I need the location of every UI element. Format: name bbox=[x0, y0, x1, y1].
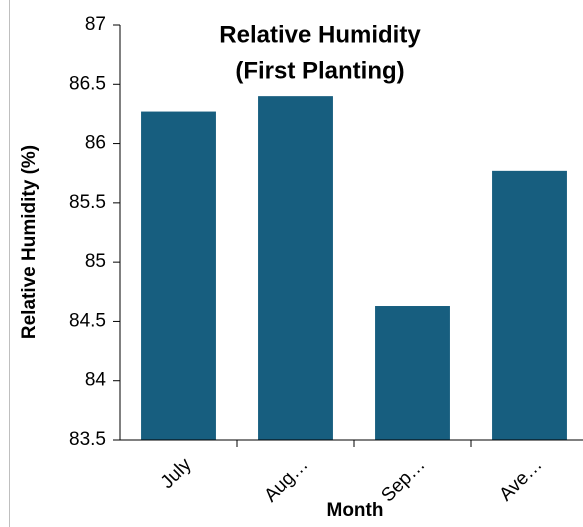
x-tick-label: July bbox=[157, 454, 196, 493]
y-tick-label: 86 bbox=[85, 133, 106, 154]
y-axis-label: Relative Humidity (%) bbox=[19, 145, 40, 339]
x-axis-label: Month bbox=[327, 500, 384, 521]
bar bbox=[141, 111, 216, 441]
x-tick-label: Ave… bbox=[495, 454, 546, 505]
x-tick-label: Aug… bbox=[260, 454, 312, 506]
chart-border bbox=[9, 0, 10, 527]
y-tick-label: 85.5 bbox=[69, 192, 106, 213]
y-tick-label: 83.5 bbox=[69, 429, 106, 450]
chart-title: (First Planting) bbox=[235, 57, 404, 84]
y-tick-label: 86.5 bbox=[69, 73, 106, 94]
bar bbox=[492, 170, 567, 441]
x-tick-label: Sep… bbox=[377, 454, 429, 506]
y-tick-label: 84 bbox=[85, 370, 107, 391]
bar bbox=[375, 306, 450, 440]
bar bbox=[258, 96, 333, 441]
y-tick-label: 85 bbox=[85, 251, 106, 272]
y-tick-label: 87 bbox=[85, 14, 106, 35]
chart-title: Relative Humidity bbox=[219, 21, 421, 48]
y-tick-label: 84.5 bbox=[69, 310, 106, 331]
